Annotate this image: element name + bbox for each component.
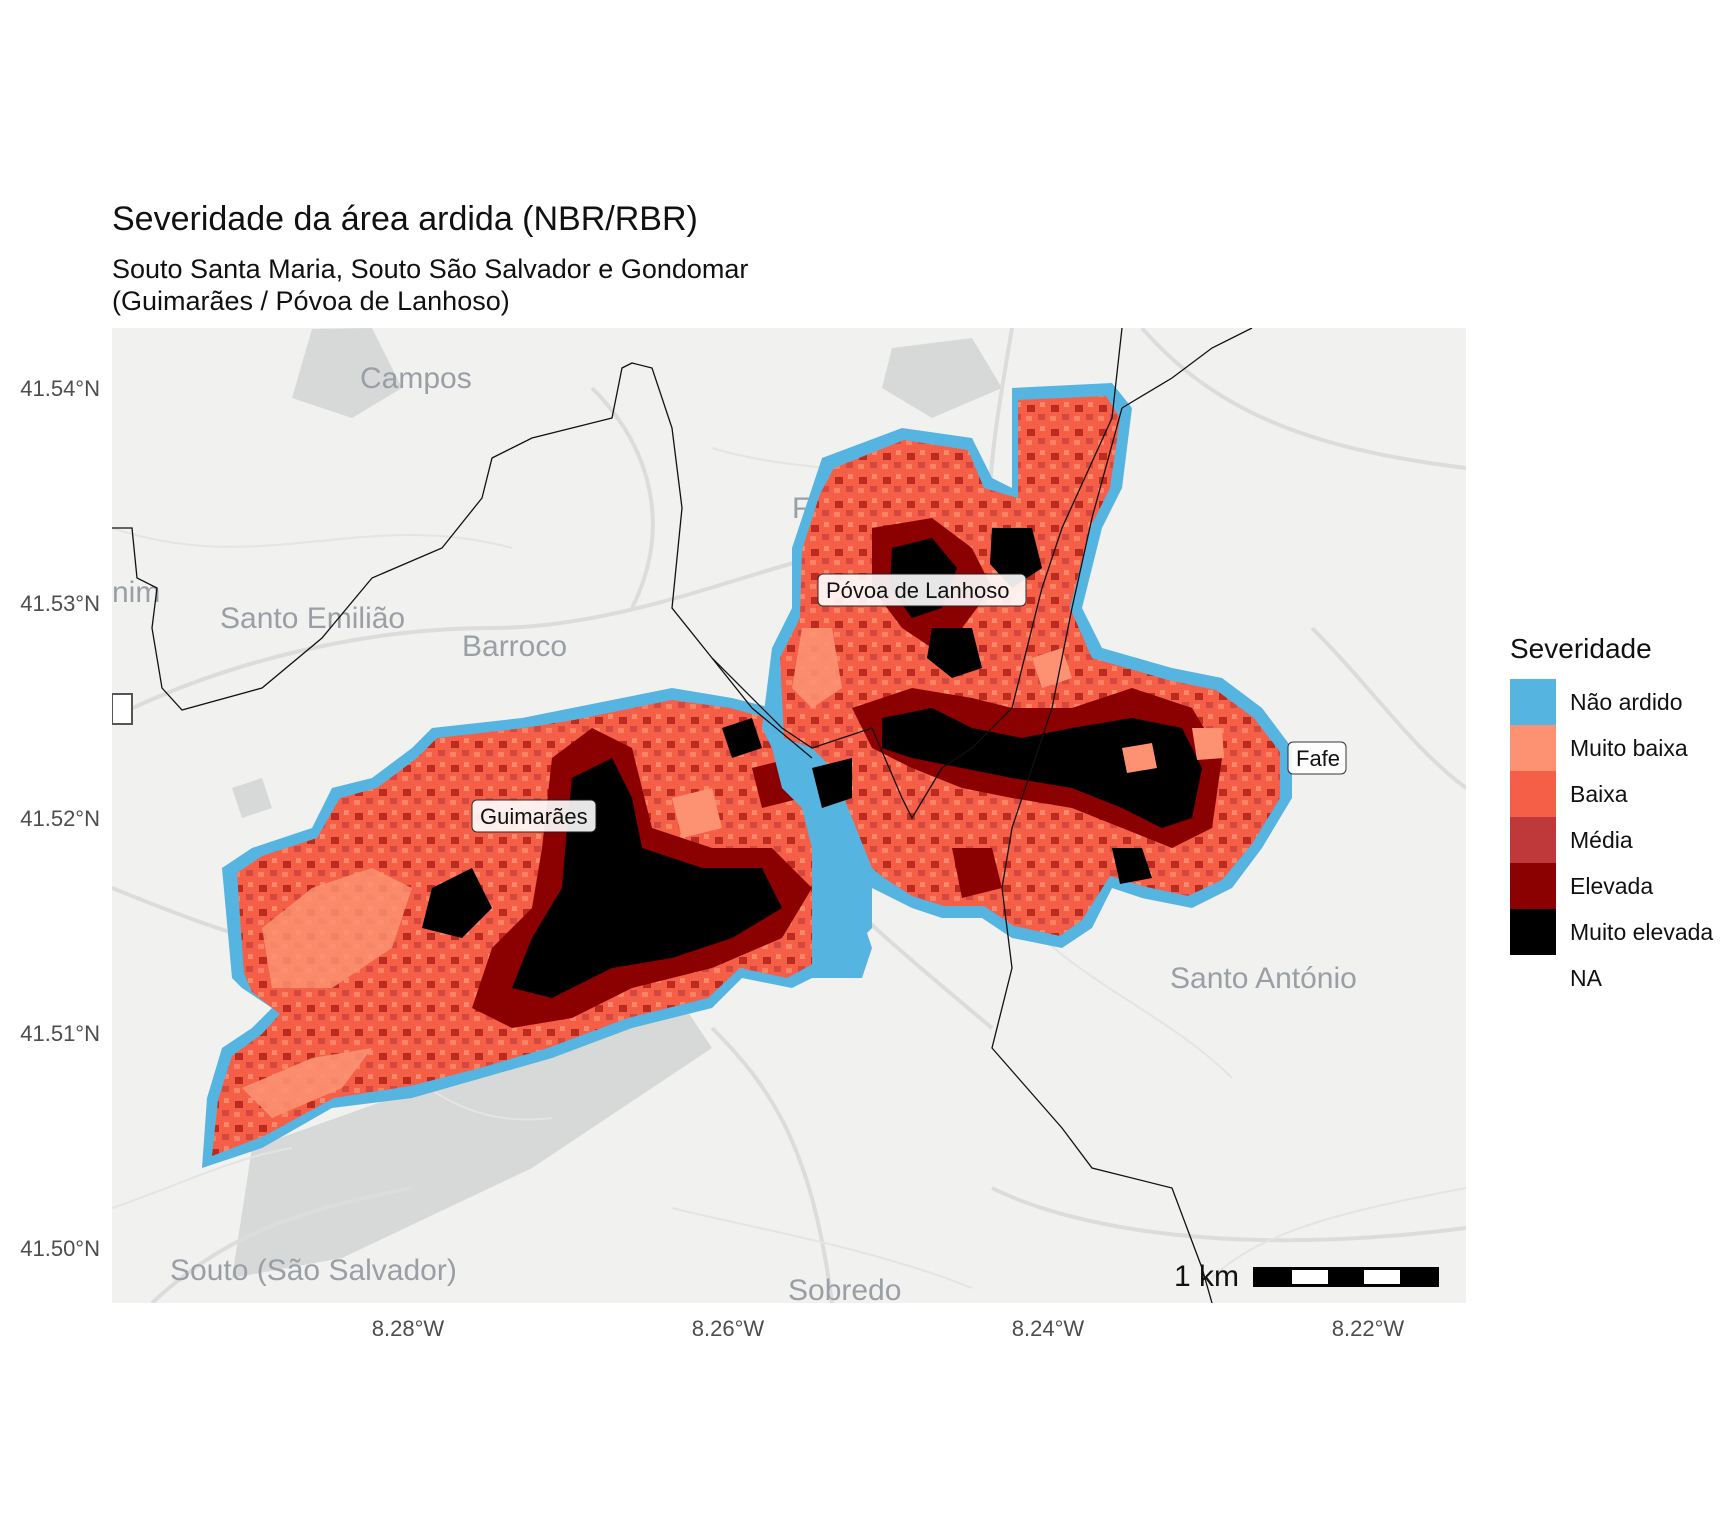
legend-swatch: [1510, 817, 1556, 863]
y-tick-41-53: 41.53°N: [20, 591, 100, 616]
scale-bar-label: 1 km: [1174, 1260, 1240, 1293]
municipal-boundaries: [112, 328, 1253, 1303]
legend-item-media: Média: [1510, 817, 1713, 863]
y-tick-41-50: 41.50°N: [20, 1236, 100, 1261]
legend-item-muito-baixa: Muito baixa: [1510, 725, 1713, 771]
town-label-guimaraes: Guimarães: [471, 799, 597, 833]
scale-bar-segments: [1253, 1267, 1440, 1287]
x-tick-8-28: 8.28°W: [371, 1316, 445, 1341]
scale-segment: [1256, 1270, 1293, 1284]
map-canvas: Campos Garfe Fonte Santo Emilião Barroco…: [112, 328, 1466, 1303]
place-nim: nim: [112, 576, 160, 609]
map-title: Severidade da área ardida (NBR/RBR): [112, 200, 698, 238]
legend-swatch: [1510, 771, 1556, 817]
subtitle-line-2: (Guimarães / Póvoa de Lanhoso): [112, 286, 510, 316]
legend-label: Média: [1570, 826, 1633, 853]
legend-item-na: NA: [1510, 955, 1713, 1001]
scale-bar: 1 km: [1174, 1260, 1440, 1294]
legend-item-nao-ardido: Não ardido: [1510, 679, 1713, 725]
legend-title: Severidade: [1510, 633, 1652, 664]
place-campos: Campos: [360, 362, 472, 395]
scale-segment: [1328, 1270, 1365, 1284]
subtitle-line-1: Souto Santa Maria, Souto São Salvador e …: [112, 254, 749, 284]
scale-segment: [1364, 1270, 1401, 1284]
place-santo-emiliao: Santo Emilião: [220, 602, 405, 635]
legend-label: Muito baixa: [1570, 734, 1688, 761]
legend: Severidade Não ardido Muito baixa Baixa …: [1510, 633, 1713, 1001]
town-label-povoa-text: Póvoa de Lanhoso: [826, 578, 1010, 603]
scale-segment: [1292, 1270, 1329, 1284]
x-tick-8-24: 8.24°W: [1011, 1316, 1085, 1341]
y-tick-41-52: 41.52°N: [20, 806, 100, 831]
map-panel: Campos Garfe Fonte Santo Emilião Barroco…: [112, 328, 1466, 1303]
town-label-fafe-text: Fafe: [1296, 746, 1340, 771]
basemap-water: [232, 328, 1002, 1278]
legend-label: Não ardido: [1570, 688, 1683, 715]
legend-label: Elevada: [1570, 872, 1654, 899]
place-souto-sao-salvador: Souto (São Salvador): [170, 1254, 457, 1287]
burn-area-east: [762, 383, 1292, 978]
legend-item-baixa: Baixa: [1510, 771, 1713, 817]
town-label-povoa: Póvoa de Lanhoso: [817, 573, 1027, 607]
legend-swatch: [1510, 725, 1556, 771]
place-sobredo: Sobredo: [788, 1274, 901, 1303]
legend-swatch: [1510, 909, 1556, 955]
scale-segment: [1400, 1270, 1437, 1284]
place-santo-antonio: Santo António: [1170, 962, 1357, 995]
legend-label: Muito elevada: [1570, 918, 1714, 945]
x-tick-8-26: 8.26°W: [691, 1316, 765, 1341]
x-tick-8-22: 8.22°W: [1331, 1316, 1405, 1341]
town-label-guimaraes-text: Guimarães: [480, 804, 588, 829]
town-label-fafe: Fafe: [1287, 741, 1347, 775]
legend-label: NA: [1570, 964, 1602, 991]
legend-swatch: [1510, 863, 1556, 909]
map-subtitle: Souto Santa Maria, Souto São Salvador e …: [112, 253, 748, 317]
legend-item-muito-elevada: Muito elevada: [1510, 909, 1713, 955]
legend-swatch: [1510, 955, 1556, 1001]
y-tick-41-54: 41.54°N: [20, 376, 100, 401]
legend-item-elevada: Elevada: [1510, 863, 1713, 909]
y-tick-41-51: 41.51°N: [20, 1021, 100, 1046]
legend-swatch: [1510, 679, 1556, 725]
legend-label: Baixa: [1570, 780, 1628, 807]
road-shield: [112, 693, 133, 725]
basemap-minor-roads: [112, 447, 1466, 1289]
place-barroco: Barroco: [462, 630, 567, 663]
